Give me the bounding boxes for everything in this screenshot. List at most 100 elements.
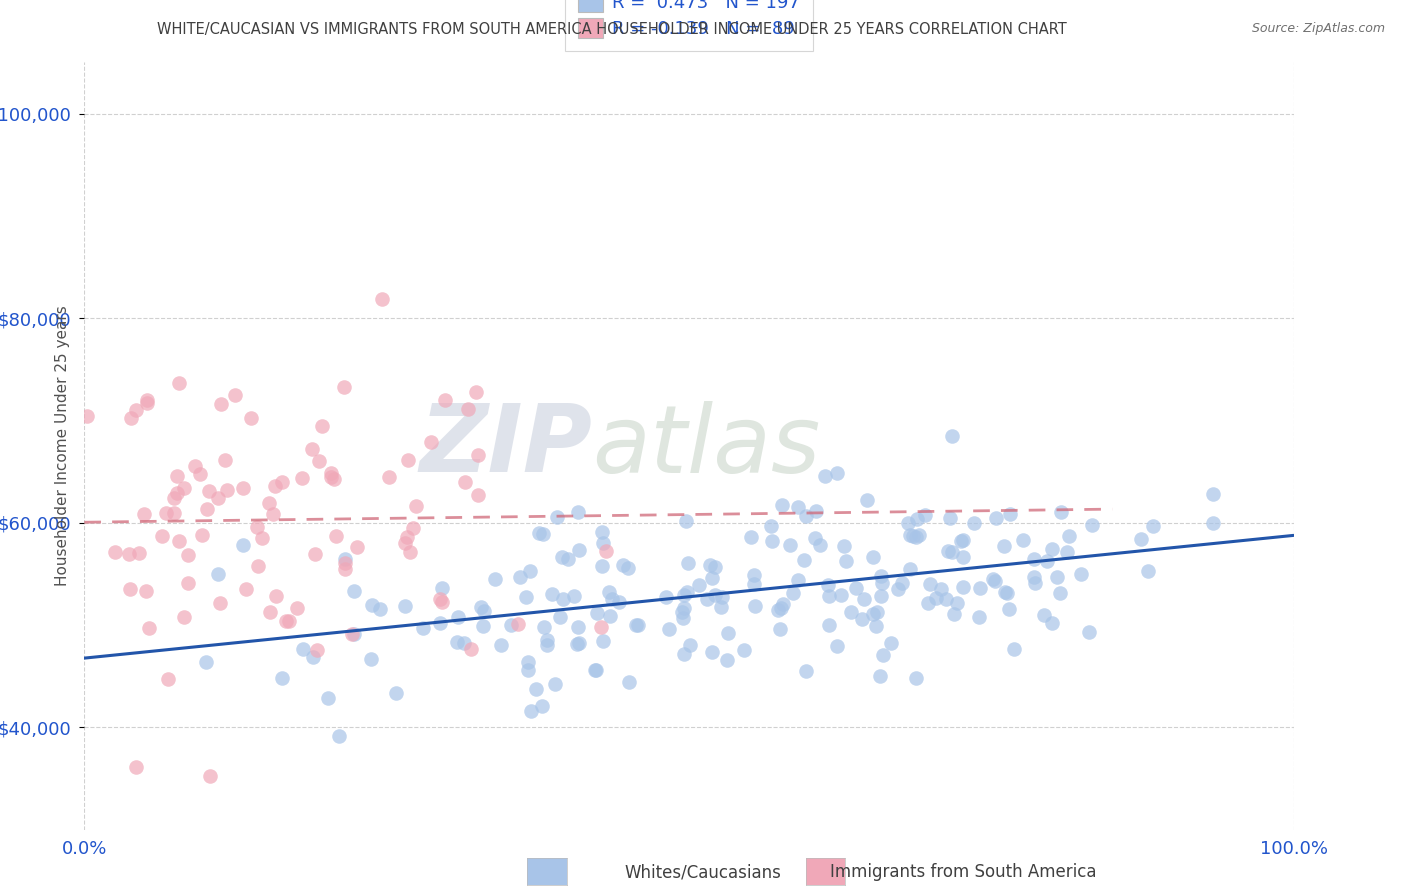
- Point: [209, 397, 232, 411]
- Point: [1024, 576, 1046, 591]
- Point: [839, 605, 862, 619]
- Point: [173, 481, 195, 495]
- Point: [804, 531, 827, 545]
- Point: [323, 472, 346, 486]
- Point: [617, 674, 640, 689]
- Point: [519, 564, 541, 578]
- Point: [567, 619, 589, 633]
- Point: [568, 636, 591, 650]
- Point: [817, 577, 839, 591]
- Point: [1012, 533, 1035, 548]
- Point: [818, 589, 841, 603]
- Point: [465, 384, 488, 399]
- Point: [627, 618, 650, 632]
- Point: [907, 511, 929, 525]
- Point: [1057, 529, 1080, 543]
- Point: [938, 544, 960, 558]
- Point: [405, 499, 427, 513]
- Point: [950, 533, 973, 548]
- Point: [952, 580, 974, 594]
- Point: [508, 616, 530, 631]
- Point: [399, 545, 422, 559]
- Point: [586, 607, 609, 621]
- Point: [862, 607, 884, 621]
- Point: [308, 454, 330, 468]
- Legend: R =  0.473   N = 197, R = -0.139   N =  89: R = 0.473 N = 197, R = -0.139 N = 89: [565, 0, 813, 51]
- Point: [772, 598, 794, 612]
- Point: [1022, 569, 1045, 583]
- Point: [794, 508, 817, 523]
- Point: [870, 589, 893, 603]
- Point: [1040, 541, 1063, 556]
- Point: [943, 607, 966, 621]
- Point: [333, 551, 356, 566]
- Point: [524, 681, 547, 696]
- Point: [412, 621, 434, 635]
- Point: [887, 582, 910, 597]
- Point: [1077, 625, 1099, 640]
- Point: [835, 554, 858, 568]
- Point: [467, 449, 489, 463]
- Point: [430, 582, 453, 596]
- Point: [155, 506, 177, 520]
- Point: [984, 511, 1007, 525]
- Point: [998, 508, 1021, 522]
- Point: [446, 609, 468, 624]
- Point: [346, 540, 368, 554]
- Point: [195, 501, 218, 516]
- Point: [617, 561, 640, 575]
- Point: [672, 588, 695, 602]
- Point: [702, 572, 724, 586]
- Point: [169, 533, 191, 548]
- Point: [583, 664, 606, 678]
- Point: [766, 603, 789, 617]
- Point: [536, 632, 558, 647]
- Point: [274, 615, 297, 629]
- Point: [592, 633, 614, 648]
- Point: [319, 470, 342, 484]
- Point: [827, 466, 849, 480]
- Point: [880, 636, 903, 650]
- Point: [429, 616, 451, 631]
- Point: [870, 575, 893, 590]
- Point: [703, 560, 725, 574]
- Point: [197, 483, 219, 498]
- Point: [567, 505, 589, 519]
- Point: [716, 625, 738, 640]
- Point: [183, 458, 205, 473]
- Point: [396, 453, 419, 467]
- Point: [501, 618, 523, 632]
- Point: [377, 470, 399, 484]
- Point: [551, 550, 574, 565]
- Point: [166, 485, 188, 500]
- Point: [384, 686, 406, 700]
- Point: [343, 626, 366, 640]
- Point: [270, 671, 292, 685]
- Point: [285, 600, 308, 615]
- Point: [952, 549, 974, 564]
- Point: [271, 475, 294, 489]
- Point: [993, 585, 1015, 599]
- Point: [952, 533, 974, 547]
- Point: [779, 538, 801, 552]
- Point: [307, 643, 329, 657]
- Point: [264, 589, 287, 603]
- Point: [565, 637, 588, 651]
- Text: Source: ZipAtlas.com: Source: ZipAtlas.com: [1251, 22, 1385, 36]
- Point: [793, 553, 815, 567]
- Point: [250, 531, 273, 545]
- Point: [163, 491, 186, 505]
- Point: [770, 498, 793, 512]
- Point: [551, 592, 574, 607]
- Point: [457, 401, 479, 416]
- Point: [467, 488, 489, 502]
- Point: [993, 539, 1015, 553]
- Point: [128, 546, 150, 560]
- Point: [1201, 516, 1223, 530]
- Point: [232, 538, 254, 552]
- Point: [453, 636, 475, 650]
- Point: [853, 592, 876, 607]
- Point: [472, 619, 495, 633]
- Point: [1142, 518, 1164, 533]
- Point: [430, 595, 453, 609]
